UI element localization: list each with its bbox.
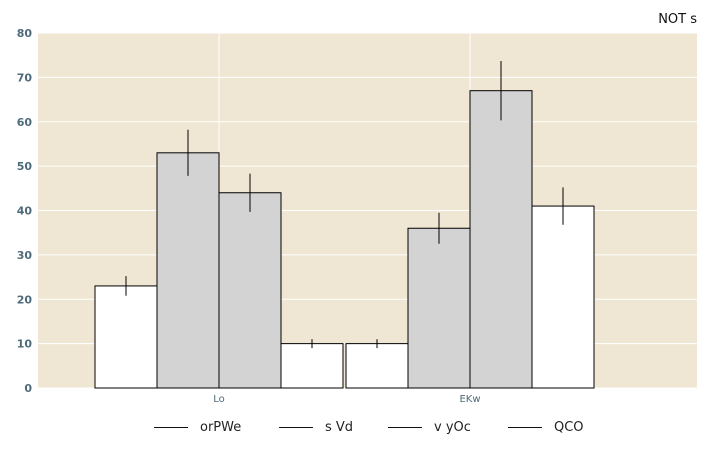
bar-2-0 xyxy=(218,192,282,389)
legend: orPWe s Vd v yOc QCO xyxy=(0,420,711,440)
bar-0-1 xyxy=(345,343,409,389)
legend-label-1: s Vd xyxy=(325,420,354,435)
legend-line-2 xyxy=(388,427,422,428)
legend-item-3: QCO xyxy=(508,420,584,435)
y-tick-label-2: 20 xyxy=(17,293,33,306)
legend-line-3 xyxy=(508,427,542,428)
legend-item-0: orPWe xyxy=(154,420,241,435)
bar-3-1 xyxy=(531,205,595,389)
y-tick-label-3: 30 xyxy=(17,249,33,262)
y-tick-label-0: 0 xyxy=(24,382,32,395)
bar-1-1 xyxy=(407,227,471,389)
legend-line-0 xyxy=(154,427,188,428)
y-tick-label-1: 10 xyxy=(17,338,33,351)
y-tick-label-6: 60 xyxy=(17,116,33,129)
bar-3-0 xyxy=(280,343,344,389)
legend-label-0: orPWe xyxy=(200,420,242,435)
y-tick-label-4: 40 xyxy=(17,205,33,218)
plot-area: 0 10 20 30 40 50 60 70 80 Lo EKw xyxy=(17,27,697,405)
y-tick-label-8: 80 xyxy=(17,27,33,40)
legend-label-3: QCO xyxy=(554,420,584,435)
y-tick-label-7: 70 xyxy=(17,71,33,84)
legend-item-2: v yOc xyxy=(388,420,471,435)
bar-0-0 xyxy=(94,285,158,389)
y-tick-label-5: 50 xyxy=(17,160,33,173)
legend-line-1 xyxy=(279,427,313,428)
bar-2-1 xyxy=(469,90,533,389)
x-tick-label-0: Lo xyxy=(213,394,225,405)
legend-item-1: s Vd xyxy=(279,420,353,435)
chart-title: NOT s xyxy=(658,12,697,27)
legend-label-2: v yOc xyxy=(434,420,471,435)
x-tick-label-1: EKw xyxy=(459,394,480,405)
bar-1-0 xyxy=(156,152,220,389)
